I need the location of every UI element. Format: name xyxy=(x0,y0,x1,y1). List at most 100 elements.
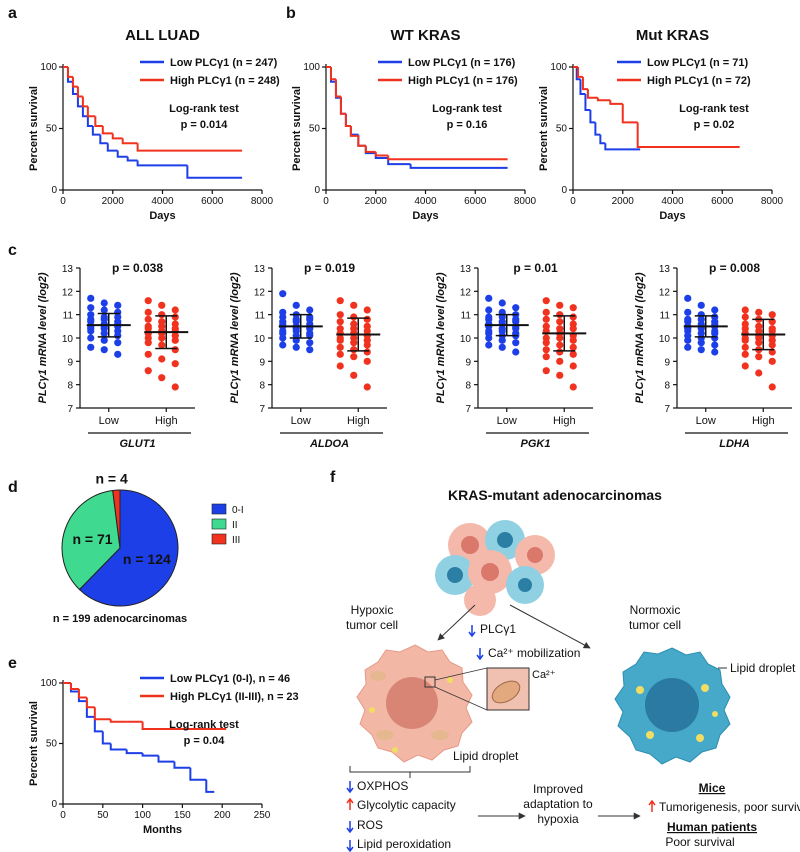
panel-label: c xyxy=(8,242,17,259)
x-tick-label: 4000 xyxy=(661,196,684,207)
survival-step xyxy=(349,126,359,137)
arrow xyxy=(509,604,591,649)
mice-label: Mice xyxy=(699,781,726,795)
survival-step xyxy=(141,721,227,730)
human-outcome: Poor survival xyxy=(665,835,734,849)
x-tick-label: 50 xyxy=(97,810,109,821)
data-point xyxy=(684,294,692,302)
data-point xyxy=(512,348,520,356)
survival-step xyxy=(374,151,389,157)
slice-label: n = 4 xyxy=(95,471,128,487)
data-point xyxy=(158,355,166,363)
data-point xyxy=(498,343,506,351)
y-axis-label: PLCγ1 mRNA level (log2) xyxy=(634,272,646,403)
group-label: ALDOA xyxy=(309,438,349,450)
data-point xyxy=(306,346,314,354)
survival-step xyxy=(636,122,740,148)
survival-step xyxy=(189,767,207,781)
data-point xyxy=(755,308,763,316)
data-point xyxy=(711,348,719,356)
nucleus xyxy=(645,678,699,732)
y-tick-label: 7 xyxy=(67,404,73,415)
data-point xyxy=(336,311,344,319)
survival-step xyxy=(579,79,586,96)
effect: OXPHOS xyxy=(357,779,408,793)
legend-label: High PLCγ1 (n = 248) xyxy=(170,75,280,87)
x-tick-label: 2000 xyxy=(612,196,635,207)
data-point xyxy=(569,304,577,312)
y-tick-label: 7 xyxy=(664,404,670,415)
y-tick-label: 8 xyxy=(67,381,73,392)
data-point xyxy=(336,297,344,305)
data-point xyxy=(306,306,314,314)
y-tick-label: 9 xyxy=(664,357,670,368)
data-point xyxy=(87,304,95,312)
data-point xyxy=(87,343,95,351)
data-point xyxy=(556,318,564,326)
effect: Glycolytic capacity xyxy=(357,798,456,812)
data-point xyxy=(711,334,719,342)
legend-label: High PLCγ1 (n = 176) xyxy=(408,75,518,87)
y-tick-label: 10 xyxy=(460,334,472,345)
y-tick-label: 11 xyxy=(660,311,671,322)
normoxic-label: tumor cell xyxy=(629,618,681,632)
annotation: p = 0.04 xyxy=(184,735,226,747)
data-point xyxy=(569,383,577,391)
x-tick-label: 0 xyxy=(570,196,576,207)
data-point xyxy=(144,367,152,375)
annotation: p = 0.16 xyxy=(447,119,488,131)
survival-step xyxy=(81,96,88,108)
data-point xyxy=(363,315,371,323)
data-point xyxy=(542,308,550,316)
data-point xyxy=(768,341,776,349)
y-tick-label: 50 xyxy=(46,739,58,750)
y-axis-label: Percent survival xyxy=(538,86,550,171)
legend-label: Low PLCγ1 (n = 176) xyxy=(408,57,516,69)
x-tick-label: Low xyxy=(497,415,517,427)
survival-step xyxy=(91,126,101,136)
y-tick-label: 0 xyxy=(51,185,57,196)
group-label: PGK1 xyxy=(521,438,551,450)
data-point xyxy=(569,362,577,370)
data-point xyxy=(363,341,371,349)
data-point xyxy=(114,339,122,347)
panel-label: d xyxy=(8,479,18,496)
tumor-cluster xyxy=(435,520,555,616)
survival-step xyxy=(85,701,95,718)
data-point xyxy=(569,350,577,358)
survival-step xyxy=(101,126,113,135)
y-tick-label: 13 xyxy=(460,264,472,275)
x-tick-label: High xyxy=(752,415,775,427)
y-tick-label: 10 xyxy=(62,334,74,345)
data-point xyxy=(768,311,776,319)
data-point xyxy=(336,350,344,358)
x-tick-label: 150 xyxy=(174,810,191,821)
data-point xyxy=(158,374,166,382)
data-point xyxy=(87,294,95,302)
hypoxic-label: Hypoxic xyxy=(351,603,394,617)
data-point xyxy=(569,313,577,321)
survival-step xyxy=(205,779,215,793)
caption: n = 199 adenocarcinomas xyxy=(53,613,187,625)
data-point xyxy=(684,336,692,344)
data-point xyxy=(336,318,344,326)
down-arrow xyxy=(468,625,476,638)
data-point xyxy=(336,362,344,370)
data-point xyxy=(100,346,108,354)
data-point xyxy=(512,304,520,312)
survival-step xyxy=(621,103,638,124)
legend-label: High PLCγ1 (n = 72) xyxy=(647,75,751,87)
zoom-inset xyxy=(486,667,530,711)
data-point xyxy=(171,306,179,314)
data-point xyxy=(556,348,564,356)
data-point xyxy=(697,301,705,309)
y-axis-label: Percent survival xyxy=(28,86,40,171)
y-axis-label: PLCγ1 mRNA level (log2) xyxy=(229,272,241,403)
survival-step xyxy=(387,155,508,161)
data-point xyxy=(144,315,152,323)
sd-bar xyxy=(347,317,370,352)
y-axis-label: PLCγ1 mRNA level (log2) xyxy=(37,272,49,403)
y-tick-label: 50 xyxy=(46,124,58,135)
x-tick-label: 200 xyxy=(214,810,231,821)
survival-step xyxy=(77,689,87,699)
